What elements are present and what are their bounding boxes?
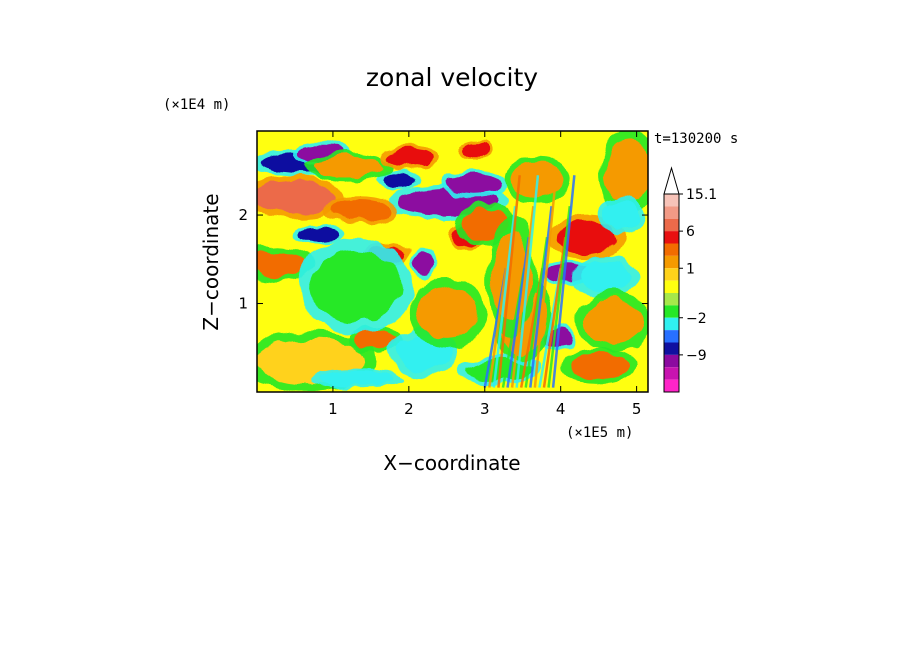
wave-stripe <box>497 175 521 388</box>
x-tick-label: 1 <box>328 400 338 418</box>
wave-stripe <box>488 236 512 388</box>
field-region <box>606 139 648 202</box>
field-region <box>446 173 500 195</box>
colorbar-segment <box>664 206 679 219</box>
wave-stripe <box>515 175 540 388</box>
field-region <box>380 171 415 188</box>
colorbar-segment <box>664 280 679 293</box>
colorbar-segment <box>664 330 679 343</box>
colorbar-segment <box>664 218 679 232</box>
colorbar-segment <box>664 305 679 318</box>
colorbar-segment <box>664 379 679 392</box>
colorbar-segment <box>664 317 679 331</box>
field-region <box>386 148 432 167</box>
field-region <box>461 141 493 156</box>
field-region <box>329 200 390 222</box>
field-region <box>414 253 434 275</box>
colorbar-label: −2 <box>686 311 707 327</box>
x-tick-label: 2 <box>404 400 414 418</box>
field-region <box>602 201 641 229</box>
colorbar-segment <box>664 354 679 368</box>
colorbar-label: 1 <box>686 261 695 277</box>
wave-stripe <box>547 206 572 388</box>
y-scale-note: (×1E4 m) <box>163 97 230 113</box>
field-region <box>310 250 402 322</box>
field-region <box>257 250 307 277</box>
colorbar-segment <box>664 342 679 355</box>
colorbar-segment <box>664 194 679 207</box>
colorbar-frame <box>663 193 680 393</box>
x-axis: 1 2 3 4 5 <box>328 131 641 418</box>
contour-field <box>257 131 648 392</box>
x-scale-note: (×1E5 m) <box>566 425 633 441</box>
colorbar-segment <box>664 255 679 269</box>
plot-frame <box>256 130 649 393</box>
x-tick-label: 4 <box>556 400 566 418</box>
wave-stripe <box>510 206 535 388</box>
field-region <box>568 352 630 379</box>
wave-stripe <box>492 206 517 388</box>
colorbar-arrow <box>663 166 680 195</box>
colorbar-segment <box>664 243 679 256</box>
field-region <box>583 299 645 344</box>
field-region <box>313 155 383 178</box>
time-label: t=130200 s <box>654 131 738 147</box>
chart-title: zonal velocity <box>366 63 538 92</box>
colorbar-segment <box>664 231 679 244</box>
colorbar-segment <box>664 268 679 281</box>
x-axis-label: X−coordinate <box>383 451 520 475</box>
x-tick-label: 3 <box>480 400 490 418</box>
colorbar-segment <box>664 293 679 306</box>
y-tick-label: 2 <box>238 206 248 224</box>
field-region <box>257 181 337 214</box>
colorbar-label: 6 <box>686 224 695 240</box>
wave-stripes <box>483 175 576 388</box>
x-tick-label: 5 <box>632 400 642 418</box>
wave-stripe <box>529 206 553 388</box>
field-region <box>317 371 394 386</box>
wave-stripe <box>506 236 531 388</box>
field-region <box>579 261 633 293</box>
colorbar: 15.1 6 1 −2 −9 <box>663 166 717 393</box>
wave-stripe <box>524 236 549 388</box>
y-axis-label: Z−coordinate <box>199 193 223 330</box>
wave-stripe <box>542 236 567 388</box>
wave-stripe <box>551 175 576 388</box>
y-tick-label: 1 <box>238 295 248 313</box>
colorbar-segment <box>664 367 679 380</box>
y-axis: 12 <box>238 206 648 313</box>
field-region <box>556 221 618 254</box>
field-region <box>296 227 339 242</box>
colorbar-label: 15.1 <box>686 187 717 203</box>
field-region <box>351 330 398 352</box>
field-region <box>416 285 478 339</box>
colorbar-label: −9 <box>686 348 707 364</box>
wave-stripe <box>533 175 558 388</box>
